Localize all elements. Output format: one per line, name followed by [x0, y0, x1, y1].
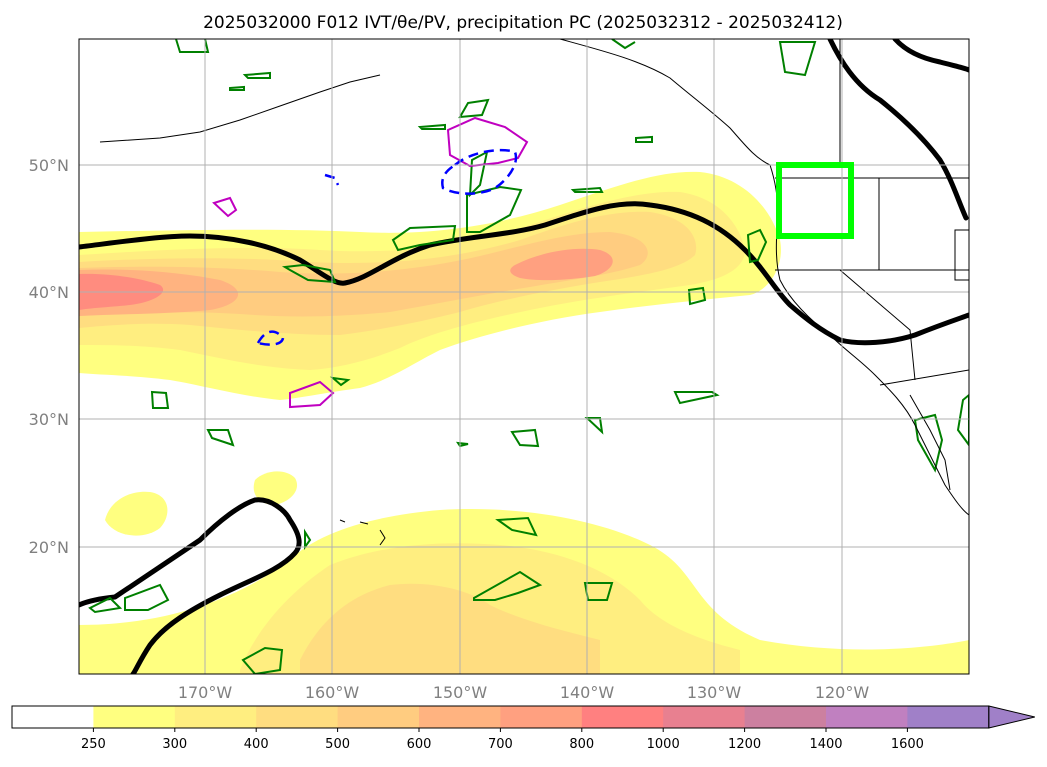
colorbar-tick-label: 600: [407, 737, 432, 752]
colorbar-cell: [174, 706, 257, 728]
lat-label-40n: 40°N: [29, 283, 69, 302]
colorbar-cell: [337, 706, 420, 728]
colorbar-cell: [500, 706, 583, 728]
colorbar-tick-label: 1600: [891, 737, 924, 752]
colorbar-tick-label: 1400: [809, 737, 842, 752]
lon-label-170w: 170°W: [178, 683, 233, 702]
colorbar-ticks: [92, 728, 908, 732]
lon-label-120w: 120°W: [815, 683, 870, 702]
colorbar-cell: [12, 706, 94, 728]
colorbar-tick-label: 250: [81, 737, 106, 752]
lon-axis-labels: 170°W 160°W 150°W 140°W 130°W 120°W: [178, 683, 870, 702]
colorbar-cell: [826, 706, 908, 728]
colorbar-tick-label: 500: [325, 737, 350, 752]
colorbar-tick-label: 1000: [647, 737, 680, 752]
pv-contours-green: [88, 39, 969, 674]
lon-label-130w: 130°W: [687, 683, 742, 702]
colorbar-extend-arrow: [988, 705, 1035, 729]
contours-magenta: [212, 116, 529, 409]
colorbar-labels: 250 300 400 500 600 700 800 1000 1200 1400 1600: [81, 737, 924, 752]
colorbar-cell: [256, 706, 339, 728]
colorbar-cell: [663, 706, 746, 728]
lat-label-20n: 20°N: [29, 538, 69, 557]
lon-label-150w: 150°W: [433, 683, 488, 702]
colorbar-tick-label: 800: [569, 737, 594, 752]
map-layers: [79, 39, 969, 674]
ivt-contours: [79, 39, 969, 674]
lat-label-30n: 30°N: [29, 410, 69, 429]
colorbar-tick-label: 400: [244, 737, 269, 752]
colorbar-cell: [744, 706, 827, 728]
lon-label-160w: 160°W: [305, 683, 360, 702]
colorbar-cell: [581, 706, 664, 728]
map-frame: [78, 38, 970, 675]
colorbar-cells: [12, 706, 990, 728]
lat-label-50n: 50°N: [29, 156, 69, 175]
colorbar-cell: [907, 706, 990, 728]
colorbar: 250 300 400 500 600 700 800 1000 1200 1400 1600: [11, 705, 1035, 752]
colorbar-tick-label: 1200: [728, 737, 761, 752]
contours-blue-dashed: [256, 148, 518, 346]
colorbar-tick-label: 700: [488, 737, 513, 752]
colorbar-cell: [419, 706, 501, 728]
colorbar-tick-label: 300: [162, 737, 187, 752]
colorbar-cell: [93, 706, 176, 728]
lat-axis-labels: 50°N 40°N 30°N 20°N: [29, 156, 69, 557]
highlight-box: [776, 162, 854, 239]
figure-title: 2025032000 F012 IVT/θe/PV, precipitation…: [203, 13, 843, 33]
lon-label-140w: 140°W: [560, 683, 615, 702]
